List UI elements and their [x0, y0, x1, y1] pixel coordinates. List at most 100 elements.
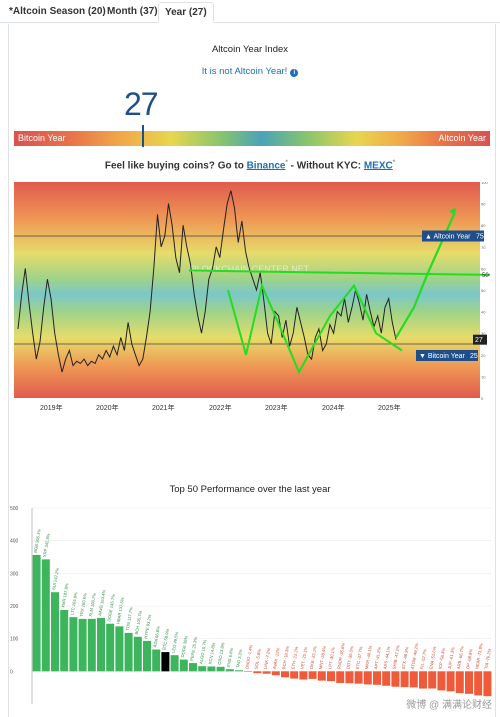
- performance-bar[interactable]: [483, 671, 492, 697]
- performance-bar[interactable]: [133, 636, 142, 672]
- bar-label: AXS -44.1%: [382, 646, 391, 670]
- performance-bar[interactable]: [198, 666, 207, 672]
- tab-altcoin-season[interactable]: *Altcoin Season (20): [3, 2, 112, 23]
- performance-bar[interactable]: [189, 663, 197, 672]
- performance-bar[interactable]: [271, 671, 280, 676]
- arrowhead-icon: [449, 207, 456, 216]
- index-series-line: [17, 190, 397, 373]
- bar-label: PEPE 25.3%: [189, 636, 198, 661]
- performance-bar[interactable]: [437, 671, 446, 691]
- x-tick-label: 2020年: [96, 403, 119, 412]
- performance-bar[interactable]: [97, 617, 105, 672]
- performance-bar[interactable]: [382, 671, 391, 686]
- x-tick-label: 2019年: [40, 403, 63, 412]
- performance-bar[interactable]: [244, 671, 253, 672]
- bitcoin-badge-value: 25: [470, 353, 478, 360]
- altcoin-year-chart: 100 90 80 70 60 50 40 30 20 10 0 BLOCKCHAIN CENTER…: [14, 182, 490, 418]
- tab-label: Month (37): [107, 6, 158, 17]
- bar-label: TIA -76.2%: [483, 648, 492, 670]
- bitcoin-badge-label: ▼ Bitcoin Year: [419, 353, 466, 360]
- bar-label: NEAR -73.8%: [474, 643, 483, 670]
- performance-bar[interactable]: [327, 671, 335, 682]
- status-text: It is not Altcoin Year!: [201, 66, 288, 77]
- bar-label: AVAX -12%: [272, 647, 281, 669]
- neckline-annotation: [188, 269, 490, 276]
- y-tick-label: 300: [10, 571, 19, 577]
- performance-bar[interactable]: [161, 652, 170, 672]
- bar-label: DOGE 36%: [180, 635, 189, 658]
- performance-bar[interactable]: [281, 671, 289, 678]
- w-pattern-annotation: [227, 282, 403, 375]
- performance-bar[interactable]: [170, 655, 179, 672]
- tab-month[interactable]: Month (37): [101, 2, 164, 23]
- performance-title: Top 50 Performance over the last year: [169, 484, 331, 495]
- performance-bar[interactable]: [336, 671, 345, 683]
- mexc-link[interactable]: MEXC: [363, 160, 393, 172]
- performance-bar[interactable]: [409, 671, 418, 688]
- bar-label: OP -68.9%: [465, 648, 474, 669]
- performance-bar[interactable]: [235, 670, 243, 672]
- performance-bar[interactable]: [41, 559, 50, 672]
- bar-label: TAO 3.2%: [235, 649, 243, 669]
- performance-bar[interactable]: [78, 618, 87, 672]
- performance-bar[interactable]: [474, 671, 483, 696]
- performance-bar[interactable]: [446, 671, 455, 692]
- performance-bar[interactable]: [428, 671, 437, 689]
- performance-bar[interactable]: [60, 609, 69, 672]
- info-icon[interactable]: i: [290, 69, 299, 77]
- performance-bar[interactable]: [290, 671, 299, 679]
- performance-bar[interactable]: [363, 671, 372, 685]
- performance-bar[interactable]: [373, 671, 381, 685]
- index-marker: [141, 125, 144, 147]
- performance-bar[interactable]: [69, 617, 78, 672]
- bar-label: VET -25.1%: [299, 646, 308, 669]
- bar-label: LTC 165.9%: [69, 592, 78, 616]
- performance-bar[interactable]: [317, 671, 326, 681]
- bar-label: HBAR 137.6%: [115, 597, 125, 625]
- performance-bar[interactable]: [455, 671, 464, 694]
- content-panel: [8, 24, 496, 717]
- performance-bar[interactable]: [216, 666, 225, 672]
- performance-bar[interactable]: [354, 671, 363, 684]
- performance-bar[interactable]: [308, 671, 317, 679]
- performance-bar[interactable]: [345, 671, 354, 684]
- performance-bar[interactable]: [32, 555, 41, 672]
- performance-bar[interactable]: [143, 640, 151, 672]
- promo-sup: *: [285, 160, 288, 166]
- tab-label: Year (27): [165, 7, 207, 18]
- index-value: 27: [124, 86, 159, 122]
- performance-bar[interactable]: [207, 666, 216, 672]
- performance-bar[interactable]: [179, 659, 188, 672]
- tab-year[interactable]: Year (27): [158, 2, 214, 23]
- performance-bar[interactable]: [400, 671, 409, 688]
- bar-label: XRP 342.8%: [42, 533, 51, 558]
- performance-bar[interactable]: [87, 618, 96, 672]
- performance-bar[interactable]: [152, 649, 161, 672]
- y-tick-label: 60: [481, 266, 486, 271]
- current-value-badge: 27: [473, 334, 487, 345]
- bar-label: BTC 58.9%: [161, 628, 170, 650]
- performance-bar[interactable]: [299, 671, 308, 680]
- performance-bar[interactable]: [253, 671, 262, 674]
- bar-label: APT -41.2%: [373, 646, 382, 669]
- performance-bar[interactable]: [465, 671, 473, 694]
- x-tick-label: 2022年: [209, 403, 232, 412]
- performance-bar[interactable]: [51, 592, 59, 672]
- performance-bar[interactable]: [225, 669, 234, 672]
- tab-prefix: *: [9, 6, 13, 17]
- season-gradient-bar: Bitcoin Year Altcoin Year: [14, 125, 490, 147]
- performance-bar[interactable]: [106, 623, 115, 672]
- tab-label: Altcoin Season (20): [12, 6, 106, 17]
- performance-bar[interactable]: [262, 671, 271, 674]
- performance-bar[interactable]: [391, 671, 400, 687]
- bar-label: OKB -23.1%: [309, 645, 318, 669]
- performance-bar[interactable]: [124, 632, 133, 672]
- binance-link[interactable]: Binance: [246, 160, 286, 172]
- bar-label: ICP -58.3%: [437, 647, 446, 669]
- performance-bar[interactable]: [115, 626, 124, 672]
- bar-label: CRO 13.8%: [217, 642, 226, 665]
- bar-label: XMR 187.8%: [60, 583, 69, 608]
- performance-bar[interactable]: [419, 671, 427, 689]
- y-tick-label: 0: [481, 396, 484, 401]
